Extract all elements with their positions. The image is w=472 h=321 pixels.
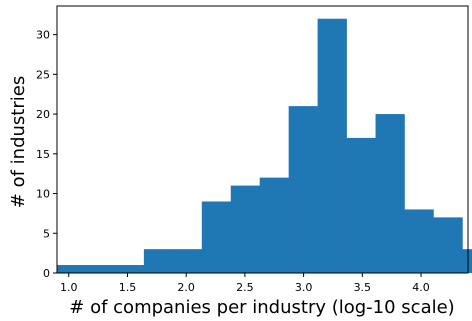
x-tick-label: 1.0 <box>60 281 78 294</box>
y-tick-label: 0 <box>43 267 50 280</box>
y-axis-label: # of industries <box>8 76 29 208</box>
histogram-bar <box>346 137 376 273</box>
histogram-bar <box>462 249 472 273</box>
histogram-bar <box>201 201 232 273</box>
x-ticks-group: 1.0 1.5 2.0 2.5 3.0 3.5 4.0 <box>60 273 430 294</box>
plot-frame <box>56 5 469 274</box>
bars-group <box>57 18 472 274</box>
x-tick-label: 2.0 <box>177 281 195 294</box>
histogram-bar <box>85 265 116 273</box>
y-tick-label: 20 <box>36 108 50 121</box>
y-tick-label: 15 <box>36 148 50 161</box>
y-tick-label: 25 <box>36 68 50 81</box>
histogram-bar <box>143 249 174 273</box>
histogram-bar <box>404 209 434 273</box>
histogram-bar <box>57 265 87 273</box>
y-tick-label: 10 <box>36 188 50 201</box>
histogram-bar <box>114 265 145 273</box>
histogram-bar <box>317 18 347 274</box>
x-axis-label: # of companies per industry (log-10 scal… <box>69 297 454 318</box>
histogram-bar <box>259 177 289 273</box>
histogram-bar <box>433 217 463 273</box>
y-ticks-group: 0 5 10 15 20 25 30 <box>36 29 57 280</box>
x-tick-label: 1.5 <box>119 281 137 294</box>
histogram-bar <box>172 249 203 273</box>
histogram-bar <box>375 114 405 273</box>
x-tick-label: 2.5 <box>236 281 254 294</box>
y-tick-label: 5 <box>43 227 50 240</box>
histogram-bar <box>288 106 318 273</box>
x-tick-label: 3.5 <box>354 281 372 294</box>
y-tick-label: 30 <box>36 29 50 42</box>
x-tick-label: 4.0 <box>412 281 430 294</box>
histogram-bar <box>230 185 261 273</box>
x-tick-label: 3.0 <box>295 281 313 294</box>
